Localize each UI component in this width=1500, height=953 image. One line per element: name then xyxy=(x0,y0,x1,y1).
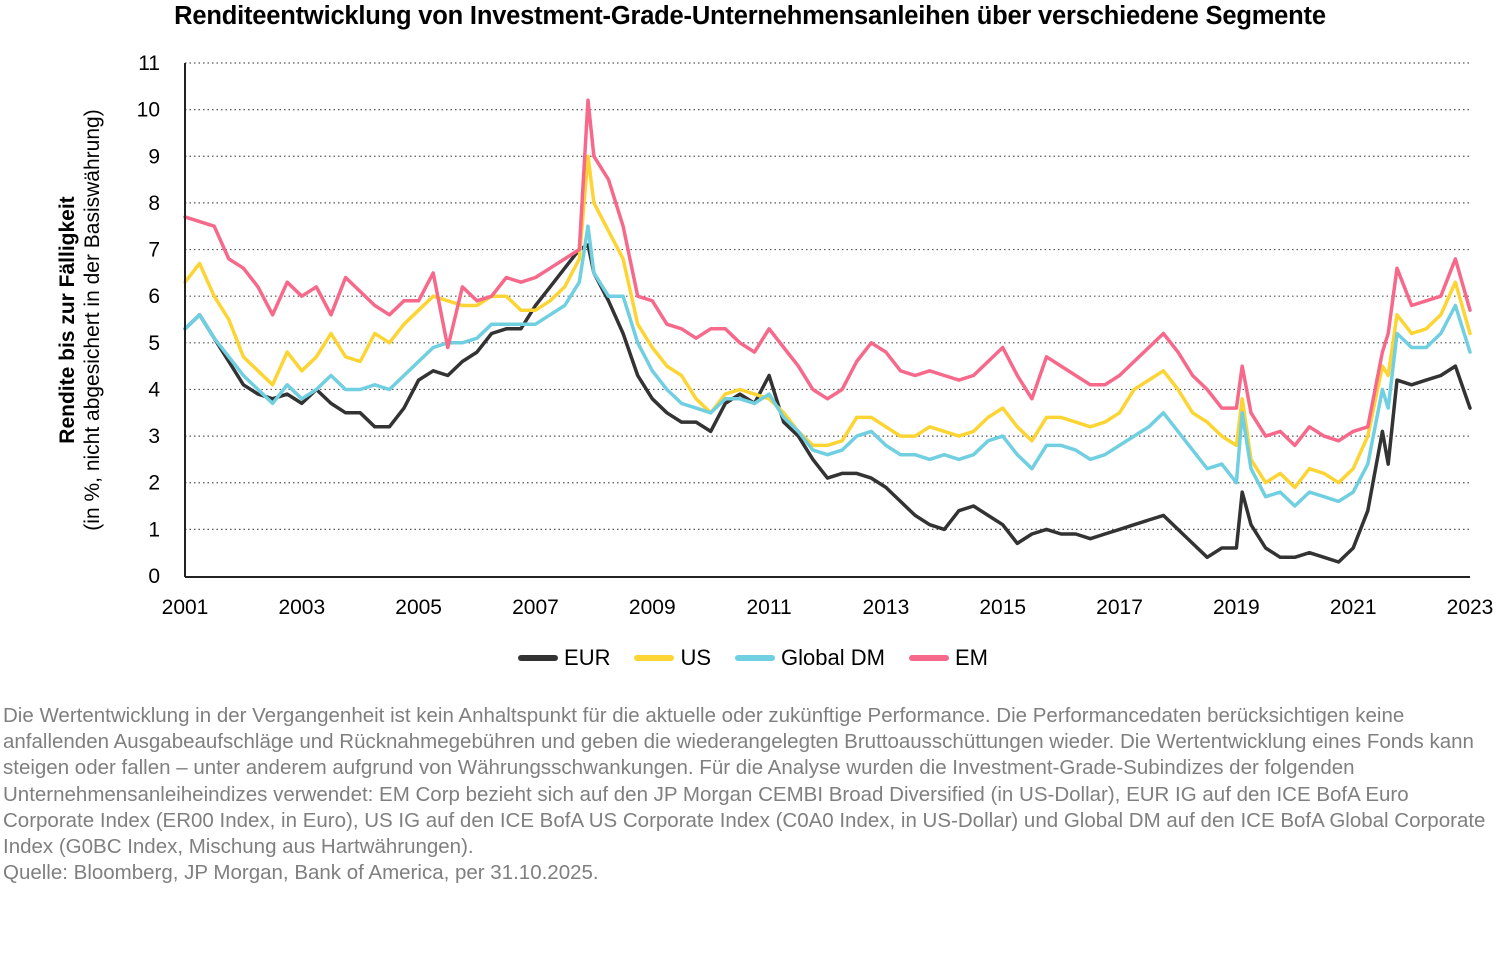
chart-title: Renditeentwicklung von Investment-Grade-… xyxy=(174,2,1326,30)
y-tick-label: 11 xyxy=(138,52,160,75)
x-tick-label: 2015 xyxy=(979,596,1026,619)
x-tick-label: 2011 xyxy=(747,596,792,619)
y-tick-label: 6 xyxy=(148,285,160,308)
x-tick-label: 2019 xyxy=(1213,596,1260,619)
legend-swatch-us xyxy=(634,655,675,661)
disclaimer-text: Die Wertentwicklung in der Vergangenheit… xyxy=(3,704,1486,859)
x-tick-label: 2005 xyxy=(395,596,442,619)
x-tick-label: 2023 xyxy=(1447,596,1494,619)
x-tick-label: 2017 xyxy=(1096,596,1143,619)
legend-item-em: EM xyxy=(903,645,988,671)
y-tick-label: 8 xyxy=(148,192,160,215)
x-tick-label: 2009 xyxy=(629,596,676,619)
x-tick-label: 2013 xyxy=(863,596,910,619)
legend-label-us: US xyxy=(680,645,712,670)
x-axis-ticks: 2001 2003 2005 2007 2009 2011 2013 2015 2017 2019… xyxy=(162,596,1494,619)
y-tick-label: 9 xyxy=(148,145,160,168)
x-tick-label: 2001 xyxy=(162,596,209,619)
series-line-em xyxy=(183,98,1472,448)
legend-item-us: US xyxy=(628,645,711,671)
legend-item-global-dm: Global DM xyxy=(729,645,885,671)
x-tick-label: 2021 xyxy=(1330,596,1377,619)
y-tick-label: 2 xyxy=(148,472,160,495)
y-tick-label: 7 xyxy=(148,239,160,262)
y-tick-label: 5 xyxy=(148,332,160,355)
data-series xyxy=(183,98,1472,564)
footnote: Die Wertentwicklung in der Vergangenheit… xyxy=(3,703,1498,886)
y-axis-ticks: 0 1 2 3 4 5 6 7 8 9 10 11 xyxy=(137,52,161,588)
legend-swatch-em xyxy=(908,655,949,661)
y-tick-label: 0 xyxy=(148,565,160,588)
series-line-us xyxy=(183,154,1472,490)
y-tick-label: 10 xyxy=(137,99,160,122)
series-line-eur xyxy=(183,243,1472,564)
legend-label-global-dm: Global DM xyxy=(781,645,885,670)
y-tick-label: 3 xyxy=(148,425,160,448)
y-tick-label: 1 xyxy=(148,518,160,541)
legend: EUR US Global DM EM xyxy=(0,645,1500,671)
legend-swatch-global-dm xyxy=(735,655,776,661)
x-tick-label: 2003 xyxy=(278,596,325,619)
gridlines xyxy=(185,62,1470,530)
y-tick-label: 4 xyxy=(148,378,160,401)
legend-item-eur: EUR xyxy=(512,645,610,671)
legend-label-em: EM xyxy=(954,645,988,670)
source-text: Quelle: Bloomberg, JP Morgan, Bank of Am… xyxy=(3,861,599,885)
legend-label-eur: EUR xyxy=(564,645,611,670)
legend-swatch-eur xyxy=(518,655,559,661)
x-tick-label: 2007 xyxy=(512,596,559,619)
series-line-global-dm xyxy=(183,224,1472,508)
